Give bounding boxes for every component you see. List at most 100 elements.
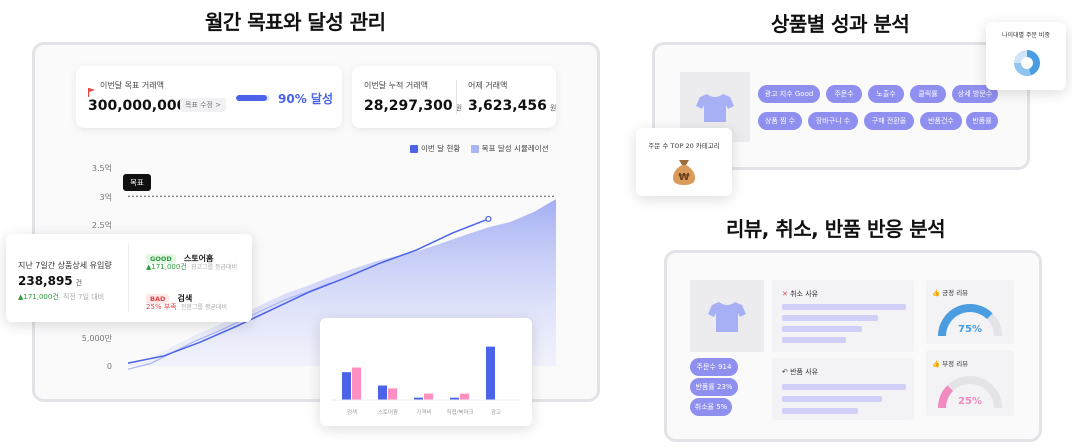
order-count-chip[interactable]: 주문수 914 [690, 358, 738, 376]
good-delta: ▲171,000건 [146, 263, 187, 271]
cancel-rate-chip[interactable]: 취소율 5% [690, 398, 732, 416]
current-line [127, 218, 489, 364]
traffic-unit: 건 [75, 279, 83, 287]
metric-chip[interactable]: 노출수 [868, 85, 904, 103]
monthly-target-label: 이번달 목표 거래액 [100, 81, 164, 90]
thumbs-down-icon: 👍 [932, 360, 941, 368]
bad-title: 검색 [177, 294, 193, 303]
cancel-reason-label: 취소 사유 [790, 290, 819, 298]
traffic-card: 지난 7일간 상품상세 유입량 238,895 건 ▲171,000건 직전 7… [6, 234, 252, 322]
bad-badge: BAD [146, 294, 170, 304]
target-progress-label: 90% 달성 [278, 92, 333, 106]
sales-summary-card: 이번달 누적 거래액 28,297,300 원 어제 거래액 3,623,456… [352, 66, 556, 128]
age-share-donut [1014, 50, 1040, 76]
review-section-title: 리뷰, 취소, 반품 반응 분석 [726, 217, 946, 241]
cancel-reason-box: ✕ 취소 사유 [772, 280, 914, 352]
return-reason-box: ↶ 반품 사유 [772, 358, 914, 420]
reason-bar [782, 408, 858, 414]
yesterday-sales-value: 3,623,456 [468, 98, 547, 114]
metric-chip[interactable]: 광고 지수 Good [758, 85, 820, 103]
left-section-title: 월간 목표와 달성 관리 [205, 10, 386, 34]
return-reason-label: 반품 사유 [790, 368, 819, 376]
x-tick-label: 직접/북마크 [446, 408, 473, 416]
return-rate-chip[interactable]: 반품률 23% [690, 378, 738, 396]
good-note: 광고그룹 등급대비 [191, 264, 238, 271]
traffic-delta: ▲171,000건 [18, 293, 59, 301]
bar [450, 397, 459, 400]
reason-bar [782, 315, 878, 321]
good-title: 스토어홈 [183, 254, 214, 263]
accum-sales-unit: 원 [455, 104, 463, 112]
summary-divider [456, 80, 457, 114]
accum-sales-value: 28,297,300 [364, 98, 453, 114]
traffic-divider [128, 244, 129, 312]
tshirt-icon [708, 302, 746, 332]
positive-review-label: 긍정 리뷰 [942, 289, 969, 297]
x-tick-label: 가격비 [416, 408, 431, 416]
return-icon: ↶ [782, 368, 788, 376]
bar [486, 346, 495, 400]
goal-tag: 목표 [123, 174, 151, 191]
accum-sales-label: 이번달 누적 거래액 [364, 81, 428, 90]
reason-bar [782, 337, 846, 343]
bar [342, 372, 351, 400]
monthly-target-card: 이번달 목표 거래액 300,000,000 원 목표 수정 > 90% 달성 [76, 66, 342, 128]
positive-review-value: 75% [958, 324, 982, 335]
thumbs-up-icon: 👍 [932, 289, 941, 297]
legend-current: 이번 달 현황 [410, 144, 460, 153]
x-tick-label: 검색 [347, 408, 357, 416]
reason-bar [782, 326, 862, 332]
bad-delta: 25% 부족 [146, 303, 177, 311]
target-progress-fill [236, 95, 267, 101]
gauge-fill [938, 385, 954, 409]
bar [460, 393, 469, 400]
metric-chip[interactable]: 클릭률 [910, 85, 946, 103]
x-tick-label: 광고 [491, 409, 501, 416]
bad-note: 전환그룹 평균대비 [180, 304, 227, 311]
channel-bar-chart-card: 검색 스토어팜 가격비 직접/북마크 광고 [320, 318, 532, 426]
top-category-title: 주문 수 TOP 20 카테고리 [648, 142, 720, 150]
bar [424, 393, 433, 400]
product-section-title: 상품별 성과 분석 [771, 12, 910, 36]
review-product-thumbnail [690, 280, 764, 352]
positive-review-box: 👍 긍정 리뷰 75% [926, 280, 1014, 344]
age-share-card: 나이대별 주문 비중 [986, 22, 1066, 90]
legend-simulation: 목표 달성 시뮬레이션 [470, 144, 549, 153]
negative-review-label: 부정 리뷰 [942, 360, 969, 368]
yesterday-sales-label: 어제 거래액 [468, 81, 508, 90]
age-share-title: 나이대별 주문 비중 [1002, 32, 1050, 39]
y-tick-label: 3.5억 [91, 164, 112, 173]
top-category-card: 주문 수 TOP 20 카테고리 ₩ [636, 128, 732, 196]
metric-chip[interactable]: 반품률 [966, 112, 998, 130]
flag-icon [88, 82, 96, 97]
reason-bar [782, 384, 906, 390]
money-bag-icon: ₩ [673, 160, 695, 185]
y-tick-label: 0 [106, 362, 112, 371]
metric-chip[interactable]: 구매 전환율 [864, 112, 914, 130]
monthly-target-value: 300,000,000 [88, 98, 187, 114]
bar [378, 385, 387, 400]
good-badge: GOOD [146, 254, 176, 264]
simulation-line [127, 282, 331, 370]
negative-review-box: 👍 부정 리뷰 25% [926, 350, 1014, 416]
tshirt-icon [696, 94, 734, 122]
traffic-value: 238,895 [18, 274, 73, 288]
x-tick-label: 스토어팜 [378, 408, 398, 416]
bar [388, 388, 397, 400]
current-point [485, 215, 492, 223]
bar [414, 397, 423, 400]
bar [352, 367, 361, 400]
positive-review-gauge [938, 304, 1002, 337]
donut-hole [1021, 57, 1033, 69]
negative-review-value: 25% [958, 396, 982, 407]
x-icon: ✕ [782, 290, 788, 298]
metric-chip[interactable]: 장바구니 수 [808, 112, 858, 130]
svg-text:₩: ₩ [678, 172, 689, 183]
yesterday-sales-unit: 원 [549, 104, 557, 112]
edit-target-button[interactable]: 목표 수정 > [180, 98, 227, 112]
metric-chip[interactable]: 주문수 [826, 85, 862, 103]
chart-legend: 이번 달 현황 목표 달성 시뮬레이션 [410, 143, 549, 154]
metric-chip[interactable]: 반품건수 [920, 112, 962, 130]
metric-chip[interactable]: 상품 찜 수 [758, 112, 802, 130]
metric-chip[interactable]: 상세 방문수 [952, 85, 998, 103]
